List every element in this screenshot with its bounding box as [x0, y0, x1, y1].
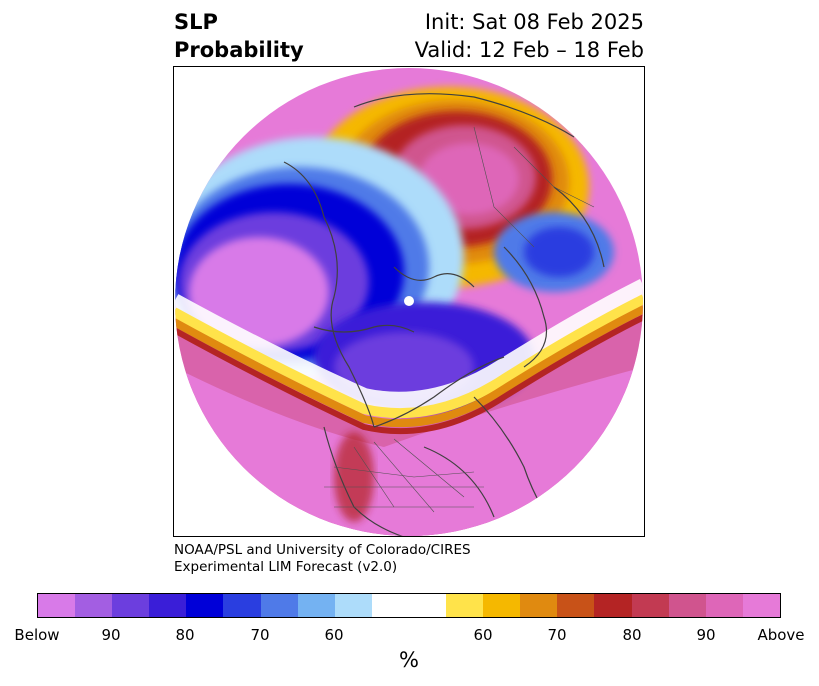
field-above-core	[175, 367, 643, 536]
colorbar-cell	[483, 594, 521, 617]
band-orange	[175, 305, 643, 428]
colorbar-tick-label: 90	[101, 626, 121, 644]
colorbar-tick-label: Below	[14, 626, 60, 644]
colorbar-cell	[223, 594, 261, 617]
chart-title-left: SLP Probability	[174, 8, 304, 64]
colorbar-cell	[594, 594, 632, 617]
colorbar	[37, 593, 781, 618]
polar-map	[175, 68, 643, 536]
credit-line1: NOAA/PSL and University of Colorado/CIRE…	[174, 542, 471, 558]
colorbar-cell	[408, 594, 447, 617]
core-above-sw	[334, 432, 374, 522]
patch-below-e-core	[524, 227, 594, 277]
colorbar-cell	[705, 594, 743, 617]
valid-range: Valid: 12 Feb – 18 Feb	[414, 38, 644, 62]
colorbar-cell	[371, 594, 409, 617]
colorbar-tick-label: 90	[696, 626, 716, 644]
colorbar-tick-label: 60	[324, 626, 344, 644]
colorbar-cell	[557, 594, 595, 617]
map-panel	[173, 66, 645, 537]
colorbar-cell	[149, 594, 187, 617]
chart-title-right: Init: Sat 08 Feb 2025 Valid: 12 Feb – 18…	[415, 8, 644, 64]
colorbar-tick-label: Above	[757, 626, 805, 644]
trough-below-inner	[334, 332, 474, 402]
lobe-above-ne-core	[419, 143, 519, 215]
colorbar-cell	[334, 594, 372, 617]
credit-text: NOAA/PSL and University of Colorado/CIRE…	[174, 542, 471, 576]
band-red	[175, 314, 643, 435]
colorbar-cell	[520, 594, 558, 617]
colorbar-cell	[75, 594, 113, 617]
colorbar-tick-label: 80	[175, 626, 195, 644]
colorbar-tick-label: 60	[473, 626, 493, 644]
colorbar-cell	[742, 594, 780, 617]
title-variable: SLP	[174, 10, 218, 34]
colorbar-tick-label: 70	[250, 626, 270, 644]
neutral-band	[175, 278, 643, 410]
colorbar-cell	[668, 594, 706, 617]
pole-marker	[404, 296, 414, 306]
title-metric: Probability	[174, 38, 304, 62]
init-date: Init: Sat 08 Feb 2025	[424, 10, 644, 34]
credit-line2: Experimental LIM Forecast (v2.0)	[174, 559, 398, 575]
colorbar-tick-label: 70	[547, 626, 567, 644]
colorbar-cell	[260, 594, 298, 617]
coastlines	[283, 93, 605, 536]
colorbar-cell	[297, 594, 335, 617]
colorbar-cell	[38, 594, 76, 617]
colorbar-cell	[186, 594, 224, 617]
band-yellow	[175, 294, 643, 419]
colorbar-cell	[446, 594, 484, 617]
colorbar-unit: %	[399, 648, 419, 672]
colorbar-cell	[631, 594, 669, 617]
colorbar-cell	[112, 594, 150, 617]
colorbar-tick-label: 80	[622, 626, 642, 644]
borders	[324, 126, 595, 513]
